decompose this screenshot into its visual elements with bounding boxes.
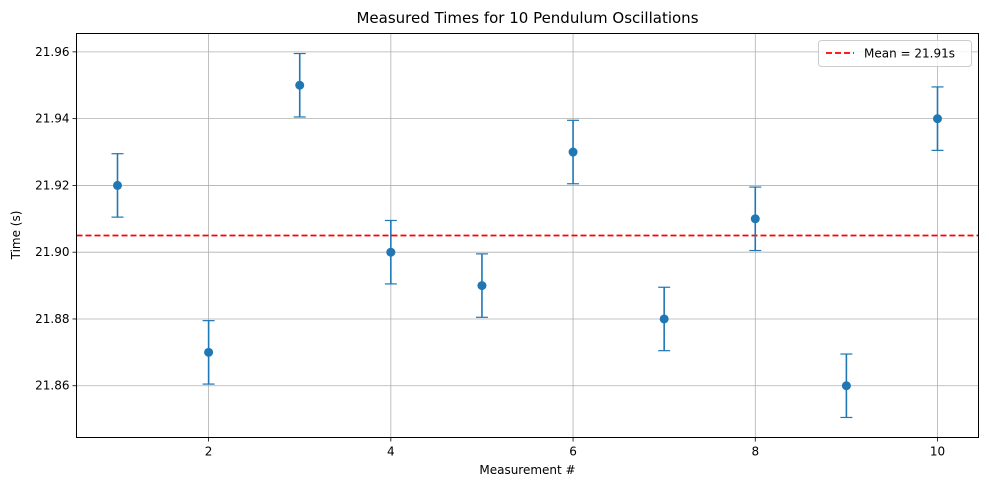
data-point-group — [749, 186, 762, 252]
legend: Mean = 21.91s — [818, 40, 972, 67]
x-axis-label: Measurement # — [479, 463, 575, 477]
data-point — [841, 381, 851, 391]
x-tick-label: 4 — [387, 445, 395, 459]
y-axis-ticks: 21.86 21.88 21.90 21.92 21.94 21.96 — [35, 45, 77, 393]
chart-title: Measured Times for 10 Pendulum Oscillati… — [356, 9, 698, 27]
y-tick-label: 21.88 — [35, 312, 69, 326]
data-point — [113, 180, 122, 190]
data-point — [386, 247, 396, 257]
y-tick-label: 21.90 — [35, 245, 69, 259]
data-point-group — [567, 119, 580, 185]
data-point — [659, 314, 669, 324]
data-point — [933, 114, 942, 124]
x-axis-ticks: 2 4 6 8 10 — [205, 437, 945, 459]
y-tick-label: 21.94 — [35, 112, 69, 126]
data-point-group — [658, 286, 671, 352]
data-point — [477, 281, 487, 291]
y-axis-label: Time (s) — [9, 211, 23, 261]
y-tick-label: 21.96 — [35, 45, 69, 59]
data-point-group — [202, 320, 215, 385]
data-marks — [111, 52, 944, 419]
data-point — [295, 80, 305, 90]
plot-frame — [76, 33, 979, 438]
x-tick-label: 2 — [205, 445, 213, 459]
data-point-group — [293, 52, 306, 118]
y-tick-label: 21.86 — [35, 379, 69, 393]
legend-label-mean: Mean = 21.91s — [864, 47, 955, 61]
data-point-group — [475, 253, 488, 318]
x-tick-label: 6 — [569, 445, 577, 459]
x-tick-label: 10 — [930, 445, 945, 459]
data-point — [750, 214, 760, 224]
data-point — [568, 147, 578, 157]
legend-box — [818, 40, 972, 67]
data-point-group — [840, 353, 853, 419]
data-point — [204, 347, 214, 357]
data-point-group — [931, 86, 944, 151]
y-tick-label: 21.92 — [35, 178, 69, 192]
data-point-group — [384, 219, 397, 285]
data-point-group — [111, 153, 124, 218]
x-tick-label: 8 — [751, 445, 759, 459]
